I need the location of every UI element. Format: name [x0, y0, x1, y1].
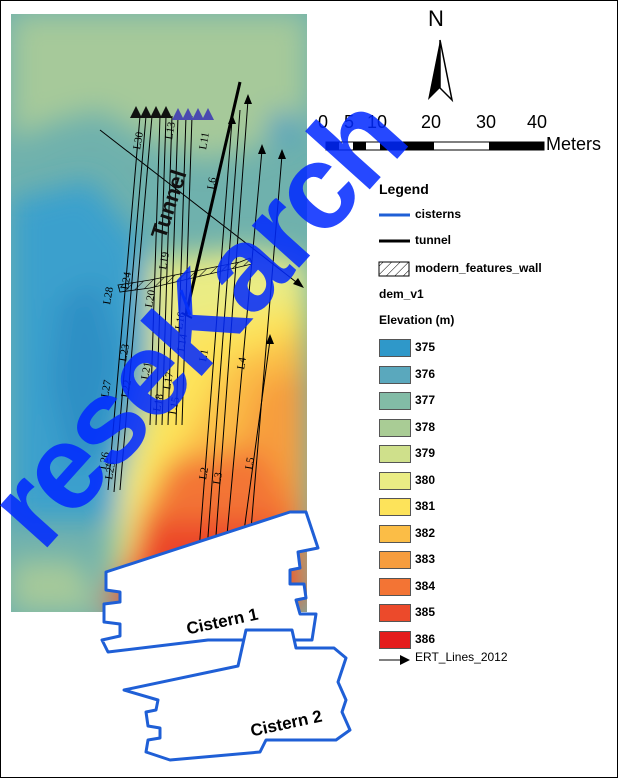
legend-dem: dem_v1: [379, 287, 424, 301]
elevation-swatch-383: [379, 551, 411, 569]
elevation-swatch-376: [379, 365, 411, 384]
north-label: N: [428, 6, 444, 31]
scale-tick-30: 30: [476, 112, 497, 132]
elevation-value-381: 381: [415, 499, 436, 513]
cistern-2: [122, 628, 352, 762]
elevation-swatch-375: [379, 339, 411, 357]
cisterns: [100, 510, 352, 762]
elevation-value-383: 383: [415, 552, 436, 566]
elevation-swatch-381: [379, 498, 411, 516]
legend-modern-wall: modern_features_wall: [415, 261, 542, 275]
ert-lines: [99, 99, 301, 591]
legend-tunnel: tunnel: [415, 233, 451, 247]
elevation-swatch-386: [379, 630, 411, 649]
elevation-value-380: 380: [415, 472, 436, 487]
scale-tick-20: 20: [421, 112, 442, 132]
elevation-value-375: 375: [415, 340, 436, 354]
elevation-swatch-384: [379, 577, 411, 596]
elevation-swatch-385: [379, 604, 411, 622]
legend-elevation-title: Elevation (m): [379, 313, 455, 327]
legend-title: Legend: [379, 181, 429, 197]
elevation-swatch-378: [379, 418, 411, 437]
scale-tick-10: 10: [367, 112, 388, 132]
legend-ert: ERT_Lines_2012: [415, 650, 508, 664]
elevation-swatch-377: [379, 392, 411, 410]
scale-unit: Meters: [546, 134, 602, 154]
legend-symbols: [378, 213, 410, 665]
elevation-value-377: 377: [415, 393, 436, 407]
scale-tick-0: 0: [318, 112, 329, 132]
elevation-swatch-379: [379, 445, 411, 463]
elevation-value-378: 378: [415, 419, 436, 434]
elevation-value-379: 379: [415, 446, 436, 460]
scale-tick-5: 5: [344, 112, 355, 132]
elevation-value-386: 386: [415, 631, 436, 646]
cistern-1: [100, 510, 320, 654]
scale-tick-40: 40: [527, 112, 548, 132]
elevation-value-382: 382: [415, 525, 436, 540]
ert-start-markers: [130, 106, 214, 120]
scale-bar: [325, 141, 545, 151]
elevation-value-384: 384: [415, 578, 436, 593]
elevation-swatch-380: [379, 471, 411, 490]
north-arrow-icon: [428, 39, 454, 103]
elevation-swatch-382: [379, 524, 411, 543]
legend-cisterns: cisterns: [415, 207, 462, 221]
elevation-value-376: 376: [415, 366, 436, 381]
elevation-value-385: 385: [415, 605, 436, 619]
modern-features-wall: [117, 257, 253, 293]
